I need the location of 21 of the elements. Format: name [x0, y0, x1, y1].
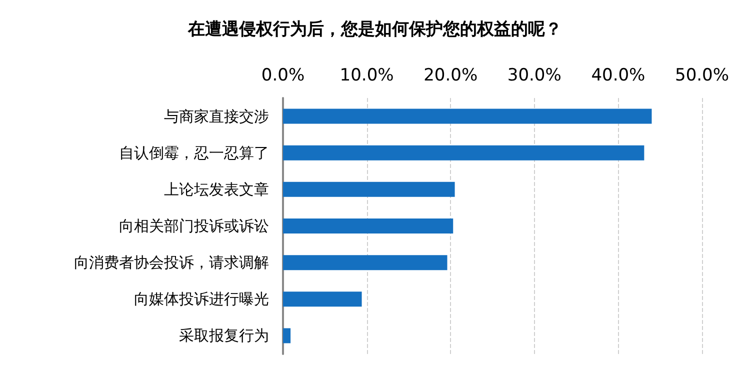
x-tick-label: 10.0%: [340, 66, 394, 86]
x-tick-label: 50.0%: [674, 66, 730, 86]
y-tick-label: 向媒体投诉进行曝光: [134, 290, 269, 308]
bar: [283, 255, 448, 270]
bar: [283, 218, 454, 234]
y-tick-label: 采取报复行为: [179, 326, 269, 345]
y-tick-label: 向相关部门投诉或诉讼: [119, 217, 269, 235]
x-tick-label: 40.0%: [591, 66, 646, 86]
bar: [283, 145, 644, 160]
x-tick-label: 0.0%: [261, 66, 305, 86]
chart-title: 在遭遇侵权行为后，您是如何保护您的权益的呢？: [187, 20, 562, 40]
bar: [283, 328, 291, 344]
y-tick-label: 与商家直接交涉: [164, 107, 269, 126]
bar: [283, 292, 362, 307]
y-tick-label: 自认倒霉，忍一忍算了: [119, 144, 269, 162]
y-tick-label: 上论坛发表文章: [164, 180, 269, 198]
x-tick-label: 20.0%: [424, 66, 478, 86]
bar: [283, 182, 455, 197]
bar: [283, 108, 652, 124]
x-tick-label: 30.0%: [507, 66, 562, 86]
y-tick-label: 向消费者协会投诉，请求调解: [74, 254, 269, 272]
